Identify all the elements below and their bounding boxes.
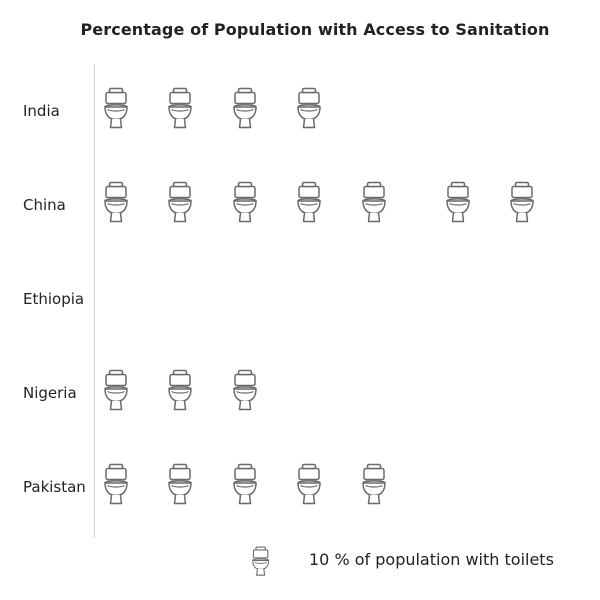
- toilet-icon-india-1: [104, 87, 128, 129]
- chart-title: Percentage of Population with Access to …: [80, 20, 550, 39]
- category-label-pakistan: Pakistan: [23, 478, 86, 496]
- toilet-icon-india-2: [168, 87, 192, 129]
- toilet-icon-pakistan-3: [233, 463, 257, 505]
- toilet-icon-nigeria-1: [104, 369, 128, 411]
- category-label-india: India: [23, 102, 60, 120]
- category-label-china: China: [23, 196, 66, 214]
- toilet-icon-nigeria-3: [233, 369, 257, 411]
- toilet-icon-china-4: [297, 181, 321, 223]
- toilet-icon-india-4: [297, 87, 321, 129]
- toilet-icon-china-1: [104, 181, 128, 223]
- toilet-icon-china-3: [233, 181, 257, 223]
- toilet-icon-china-5: [362, 181, 386, 223]
- toilet-icon-pakistan-2: [168, 463, 192, 505]
- category-axis-line: [94, 64, 95, 538]
- toilet-icon-nigeria-2: [168, 369, 192, 411]
- legend-toilet-icon: [252, 546, 270, 576]
- legend-label: 10 % of population with toilets: [309, 550, 554, 569]
- category-label-nigeria: Nigeria: [23, 384, 77, 402]
- toilet-icon-pakistan-5: [362, 463, 386, 505]
- toilet-icon-china-6: [446, 181, 470, 223]
- category-label-ethiopia: Ethiopia: [23, 290, 85, 308]
- toilet-icon-pakistan-4: [297, 463, 321, 505]
- toilet-icon-india-3: [233, 87, 257, 129]
- toilet-icon-pakistan-1: [104, 463, 128, 505]
- toilet-icon-china-2: [168, 181, 192, 223]
- toilet-icon-china-7: [510, 181, 534, 223]
